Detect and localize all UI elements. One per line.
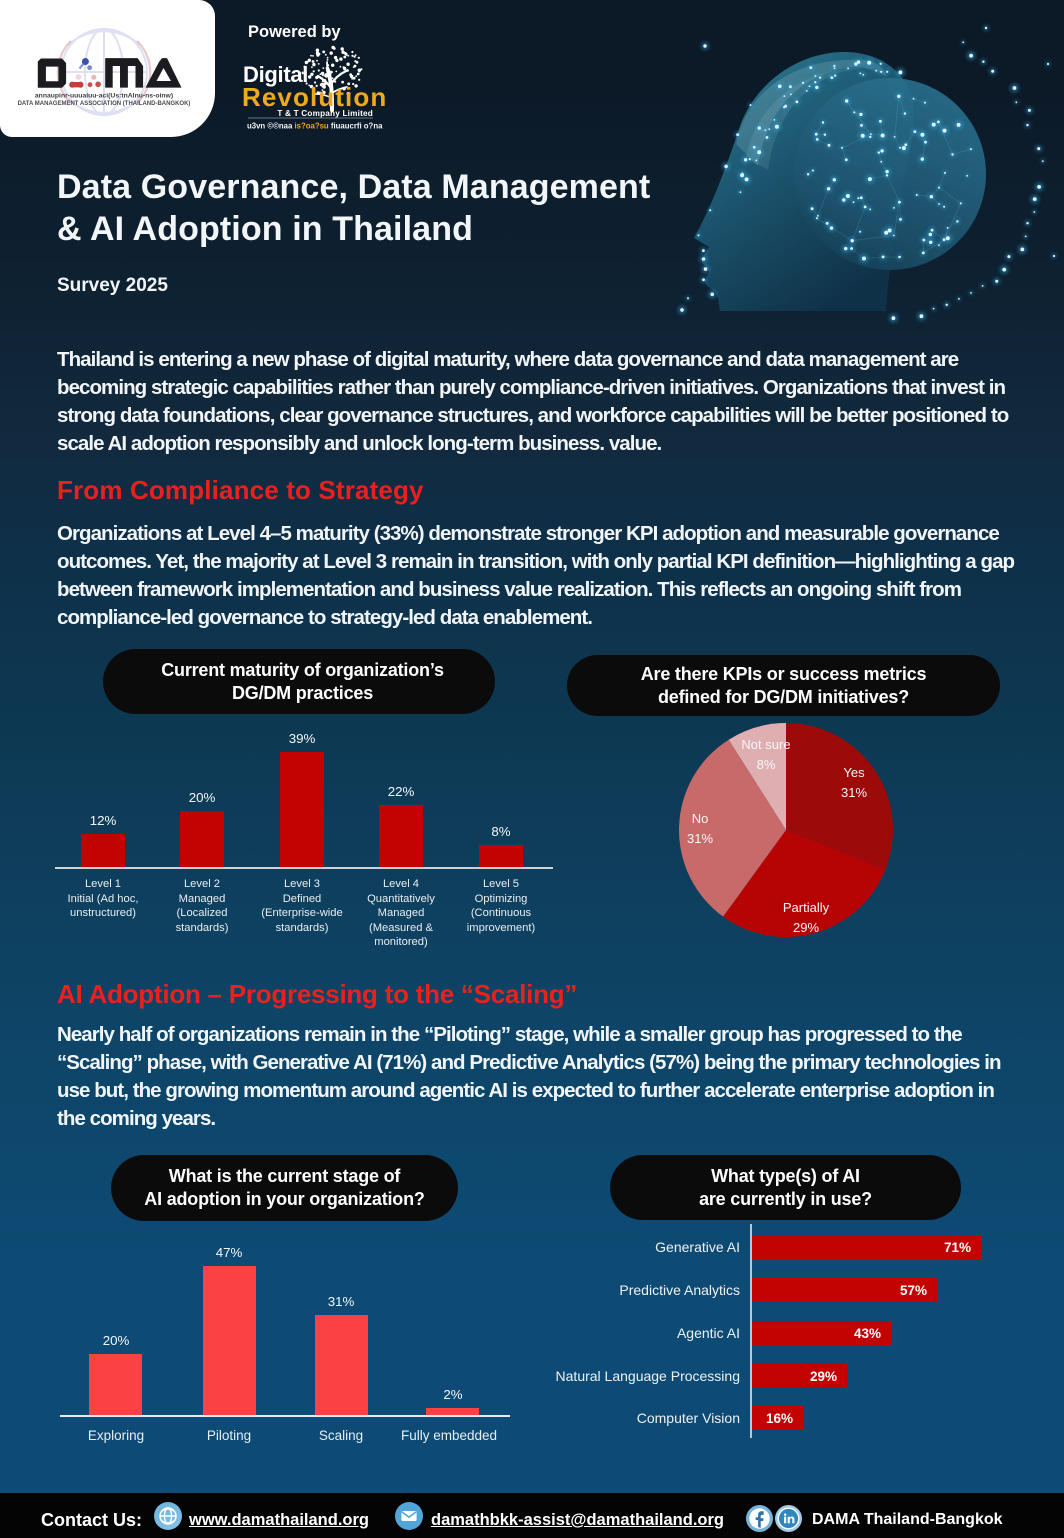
svg-text:Revolution: Revolution — [242, 82, 387, 112]
svg-text:T & T Company Limited: T & T Company Limited — [277, 109, 373, 118]
svg-text:Digital: Digital — [243, 62, 308, 87]
svg-text:DATA MANAGEMENT ASSOCIATION (T: DATA MANAGEMENT ASSOCIATION (THAILAND-BA… — [18, 101, 191, 107]
svg-text:annaupinr-uuuaiuu-aci(Us:tnAln: annaupinr-uuuaiuu-aci(Us:tnAlnu-ns-oinw) — [35, 93, 173, 100]
svg-text:u3vn ©©naa is?oa?su fiuaucrfi: u3vn ©©naa is?oa?su fiuaucrfi o?na — [247, 122, 383, 131]
